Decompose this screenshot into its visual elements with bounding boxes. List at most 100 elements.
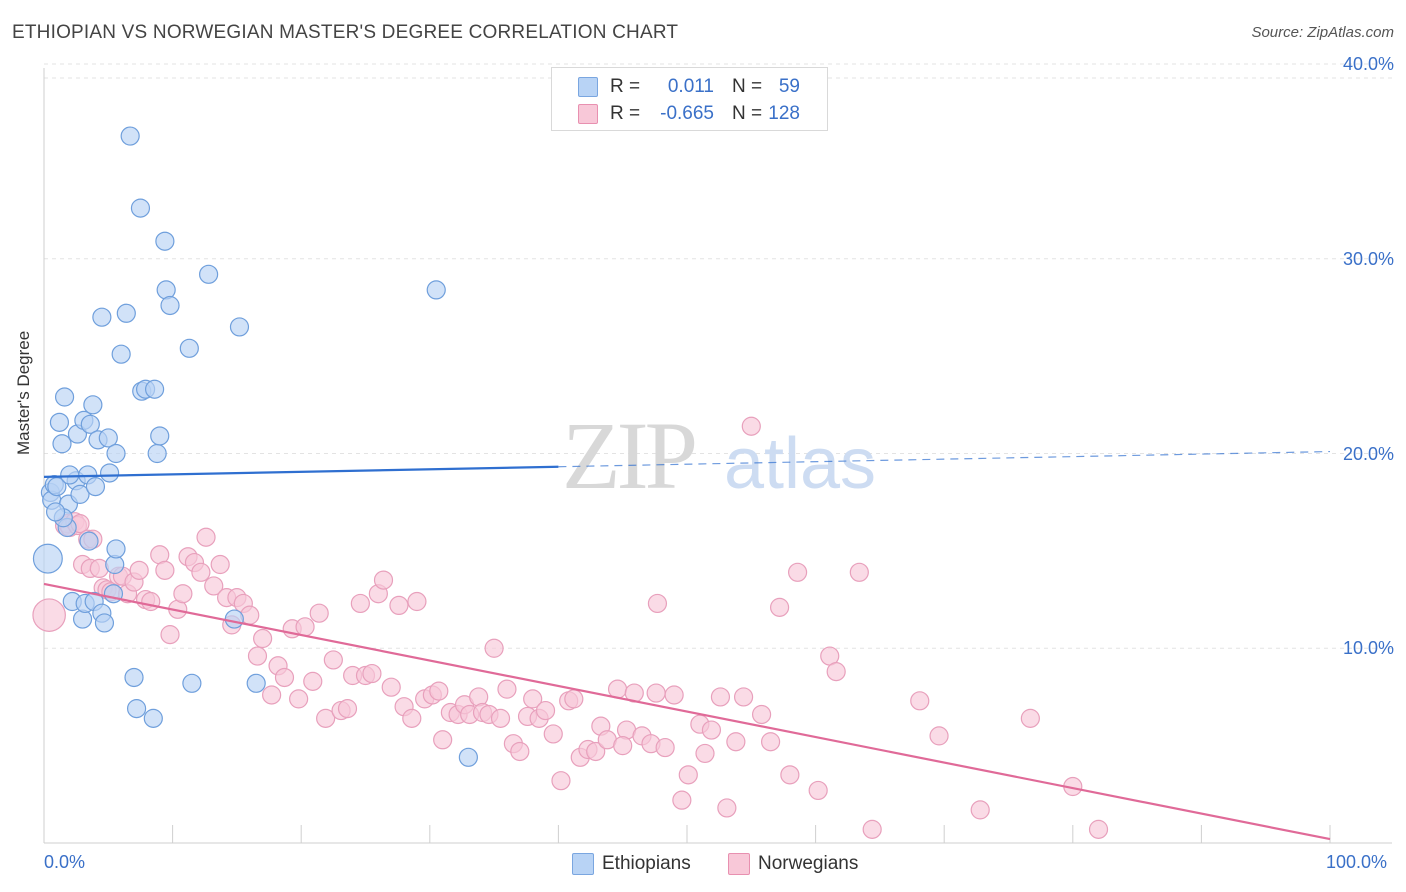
ethiopians-point — [106, 443, 126, 464]
norwegians-point — [655, 737, 675, 758]
y-tick-label-10: 10.0% — [1342, 638, 1394, 659]
norwegians-point — [274, 667, 295, 688]
ethiopians-point — [155, 231, 175, 251]
norwegians-point — [129, 560, 149, 580]
norwegians-point — [701, 720, 722, 740]
ethiopians-point — [130, 198, 151, 218]
norwegians-point — [751, 704, 772, 725]
norwegians-point — [929, 726, 949, 746]
norwegians-point — [808, 780, 828, 801]
bottom-legend-swatch-norwegians — [728, 853, 750, 875]
norwegians-point — [769, 597, 790, 617]
norwegians-point — [160, 625, 180, 645]
ethiopians-point — [160, 295, 180, 316]
ethiopians-point — [79, 531, 99, 551]
norwegians-point — [510, 741, 530, 762]
norwegians-point — [362, 663, 382, 684]
norwegians-point — [551, 771, 571, 791]
legend-n-value-ethiopians: 59 — [778, 76, 800, 97]
norwegians-point — [262, 685, 282, 705]
norwegians-point — [647, 593, 668, 614]
ethiopians-point — [99, 463, 120, 483]
norwegians-point — [726, 732, 746, 752]
norwegians-point — [970, 800, 990, 820]
norwegians-point — [389, 595, 409, 616]
norwegians-point — [196, 527, 216, 547]
norwegians-point — [672, 790, 692, 810]
norwegians-point — [564, 689, 584, 709]
norwegians-point — [350, 593, 370, 614]
legend-r-value-ethiopians: 0.011 — [667, 76, 714, 97]
ethiopians-point — [199, 264, 219, 284]
ethiopians-point — [126, 699, 147, 719]
norwegians-point — [141, 591, 161, 612]
norwegians-point — [910, 691, 930, 711]
ethiopians-point — [106, 539, 126, 559]
legend-n-label: N = — [732, 76, 763, 97]
norwegians-trend — [43, 582, 1331, 841]
norwegians-point — [664, 685, 684, 705]
norwegians-point — [407, 591, 427, 612]
norwegians-points — [32, 416, 1109, 839]
legend-r-label: R = — [610, 103, 641, 124]
ethiopians-point — [246, 673, 266, 693]
ethiopians-point — [80, 414, 100, 434]
norwegians-point — [381, 677, 401, 697]
ethiopians-point — [143, 708, 163, 728]
norwegians-point — [323, 650, 343, 670]
ethiopians-point — [426, 280, 446, 300]
norwegians-point — [303, 671, 323, 691]
legend-r-label: R = — [610, 76, 641, 97]
norwegians-point — [402, 708, 422, 728]
chart-title: ETHIOPIAN VS NORWEGIAN MASTER'S DEGREE C… — [12, 22, 679, 43]
trend-lines — [43, 450, 1331, 841]
legend-swatch-norwegians — [578, 104, 598, 124]
norwegians-point — [433, 730, 453, 750]
norwegians-point — [253, 628, 273, 649]
norwegians-point — [678, 765, 698, 785]
bottom-legend-norwegians: Norwegians — [728, 852, 888, 876]
ethiopians-point — [49, 412, 70, 432]
bottom-legend-label-ethiopians: Ethiopians — [602, 853, 691, 874]
legend-r-value-norwegians: -0.665 — [660, 103, 714, 124]
legend-row-ethiopians: R = 0.011 N = 59 — [552, 73, 827, 101]
bottom-legend-ethiopians: Ethiopians — [572, 852, 712, 876]
norwegians-point — [32, 598, 66, 632]
legend-row-norwegians: R = -0.665 N = 128 — [552, 100, 827, 128]
norwegians-point — [741, 416, 761, 436]
stats-legend: R = 0.011 N = 59 R = -0.665 N = 128 — [551, 67, 828, 131]
norwegians-point — [173, 584, 193, 604]
ethiopians-point — [70, 484, 90, 504]
ethiopians-point — [229, 317, 250, 337]
x-tick-label-max: 100.0% — [1326, 852, 1388, 872]
norwegians-point — [780, 765, 800, 785]
x-tick-label-min: 0.0% — [44, 852, 86, 872]
norwegians-point — [429, 681, 449, 701]
norwegians-point — [295, 617, 315, 637]
ethiopians-trend-solid — [43, 465, 559, 478]
ethiopians-point — [94, 613, 115, 633]
watermark-zip: ZIP — [562, 402, 695, 509]
norwegians-point — [586, 741, 606, 762]
ethiopians-point — [116, 303, 136, 323]
watermark-atlas: atlas — [724, 424, 876, 504]
ethiopians-point — [458, 747, 478, 767]
ethiopians-point — [32, 543, 63, 574]
ethiopians-point — [179, 338, 199, 358]
bottom-legend-label-norwegians: Norwegians — [758, 853, 859, 874]
ethiopians-point — [147, 443, 167, 464]
norwegians-point — [646, 683, 666, 703]
y-tick-label-20: 20.0% — [1342, 443, 1394, 464]
norwegians-point — [490, 708, 511, 728]
norwegians-point — [733, 687, 754, 707]
norwegians-point — [337, 699, 358, 719]
ethiopians-point — [85, 477, 106, 497]
norwegians-point — [710, 687, 731, 707]
norwegians-point — [717, 798, 737, 818]
chart-source: Source: ZipAtlas.com — [1251, 24, 1394, 41]
ethiopians-point — [120, 126, 140, 146]
norwegians-point — [155, 560, 175, 580]
ethiopians-point — [72, 609, 93, 629]
norwegians-point — [787, 562, 808, 582]
norwegians-point — [373, 570, 394, 590]
